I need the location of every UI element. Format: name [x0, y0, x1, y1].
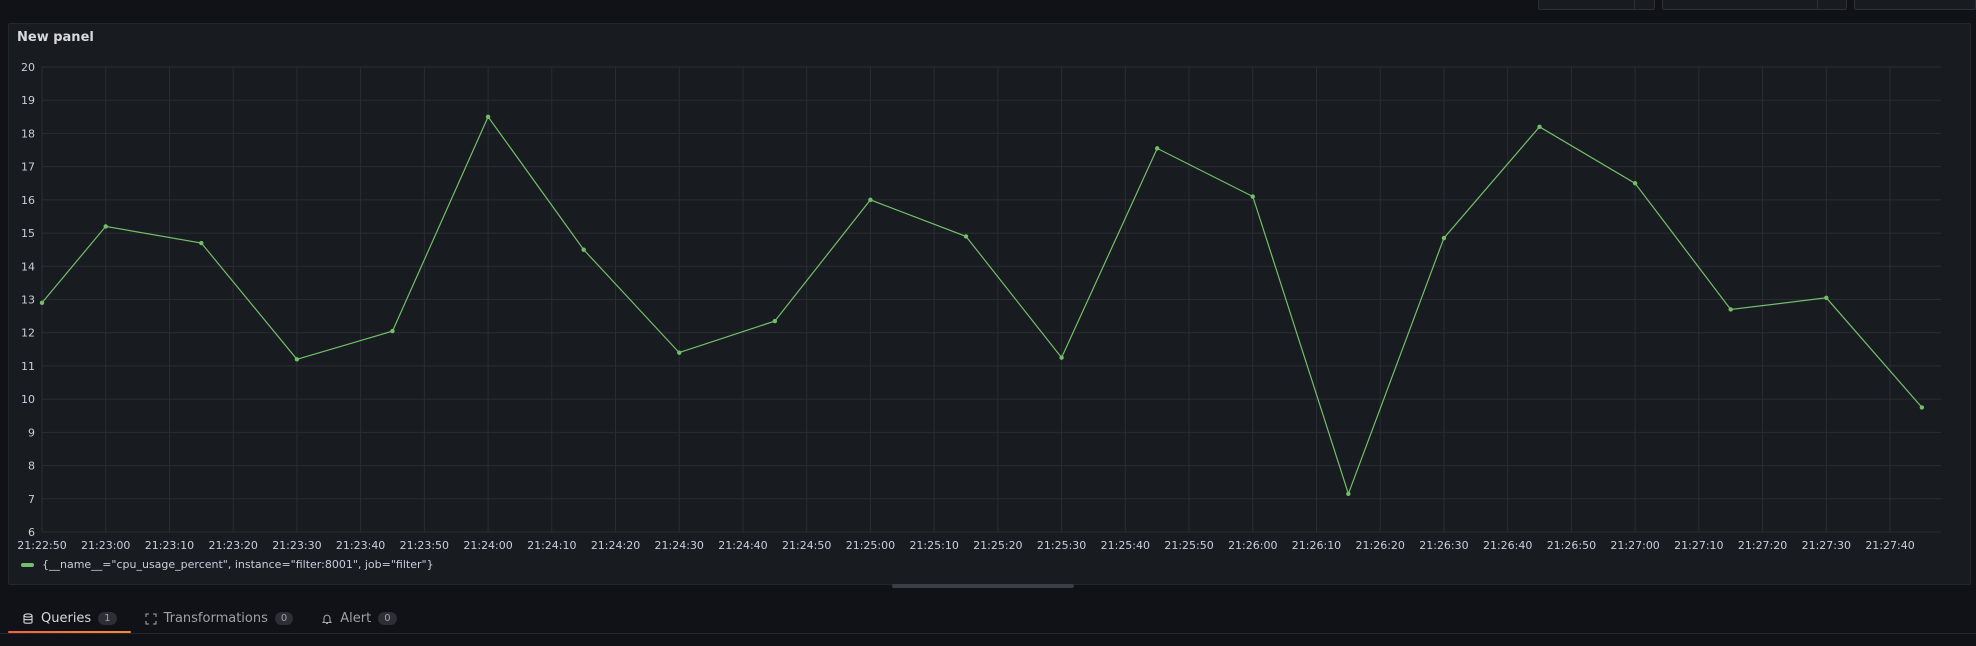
y-tick-label: 14 [21, 260, 35, 273]
y-tick-label: 16 [21, 194, 35, 207]
x-tick-label: 21:26:00 [1228, 539, 1277, 552]
data-point [1824, 295, 1829, 301]
tabs-divider [0, 633, 1976, 634]
x-tick-label: 21:25:20 [973, 539, 1022, 552]
tab-queries[interactable]: Queries 1 [8, 604, 131, 633]
panel-resize-handle[interactable] [892, 584, 1074, 588]
x-tick-label: 21:25:40 [1101, 539, 1150, 552]
x-tick-label: 21:27:10 [1674, 539, 1723, 552]
x-tick-label: 21:25:30 [1037, 539, 1086, 552]
toolbar-dropdown[interactable] [1662, 0, 1847, 10]
x-tick-label: 21:22:50 [17, 539, 66, 552]
data-point [390, 328, 395, 334]
graph-panel: New panel 6 7 8 9 10 11 12 13 14 15 16 17 18 19 20 21:2… [8, 23, 1971, 585]
x-tick-label: 21:26:10 [1292, 539, 1341, 552]
tab-transformations-label: Transformations [163, 611, 268, 626]
data-point [868, 197, 873, 203]
x-tick-label: 21:23:40 [336, 539, 385, 552]
x-tick-label: 21:24:50 [782, 539, 831, 552]
top-toolbar [0, 0, 1976, 10]
data-point [294, 357, 300, 362]
y-tick-label: 11 [21, 360, 35, 373]
y-tick-label: 17 [21, 161, 35, 174]
data-point [1919, 405, 1925, 410]
toolbar-button[interactable] [1854, 0, 1976, 10]
legend: {__name__="cpu_usage_percent", instance=… [21, 558, 434, 571]
data-point [485, 114, 491, 120]
transform-icon [145, 612, 157, 625]
time-series-chart: 6 7 8 9 10 11 12 13 14 15 16 17 18 19 20 21:22:50 21:23:… [17, 61, 1941, 552]
data-point [963, 234, 969, 239]
data-point [1441, 235, 1447, 241]
data-point [1154, 146, 1160, 151]
data-point [677, 350, 682, 355]
x-tick-label: 21:23:00 [81, 539, 130, 552]
x-tick-label: 21:24:30 [655, 539, 704, 552]
x-tick-label: 21:24:40 [718, 539, 767, 552]
tab-transformations[interactable]: Transformations 0 [131, 604, 308, 633]
y-tick-label: 18 [21, 127, 35, 140]
data-point [199, 240, 204, 246]
y-tick-label: 13 [21, 294, 35, 307]
tab-alert[interactable]: Alert 0 [307, 604, 410, 633]
database-icon [23, 612, 33, 624]
x-tick-label: 21:27:00 [1610, 539, 1659, 552]
x-tick-label: 21:24:10 [527, 539, 576, 552]
x-tick-label: 21:27:20 [1738, 539, 1787, 552]
y-tick-label: 8 [28, 460, 35, 473]
data-point [772, 318, 778, 324]
tab-queries-count: 1 [98, 612, 117, 625]
x-tick-label: 21:27:30 [1802, 539, 1851, 552]
x-tick-label: 21:23:50 [400, 539, 449, 552]
x-tick-label: 21:23:30 [272, 539, 321, 552]
toolbar-control[interactable] [1538, 0, 1655, 10]
x-tick-label: 21:26:40 [1483, 539, 1532, 552]
x-tick-label: 21:24:20 [591, 539, 640, 552]
y-tick-label: 10 [21, 393, 35, 406]
x-tick-label: 21:26:50 [1547, 539, 1596, 552]
y-tick-label: 7 [28, 493, 35, 506]
x-tick-label: 21:25:00 [846, 539, 895, 552]
x-tick-label: 21:26:20 [1356, 539, 1405, 552]
editor-tabs: Queries 1 Transformations 0 Alert 0 [8, 604, 411, 634]
y-tick-label: 20 [21, 61, 35, 74]
data-point [1059, 355, 1064, 360]
data-point [39, 300, 45, 306]
tab-transformations-count: 0 [274, 612, 294, 625]
legend-series-label[interactable]: {__name__="cpu_usage_percent", instance=… [42, 558, 434, 571]
y-tick-label: 12 [21, 327, 35, 340]
bell-icon [321, 614, 333, 624]
series-line [41, 115, 1923, 496]
tab-alert-label: Alert [340, 611, 372, 626]
data-point [103, 224, 108, 229]
data-point [1632, 181, 1638, 186]
data-point [1250, 194, 1255, 199]
x-tick-label: 21:25:50 [1164, 539, 1213, 552]
data-point [1346, 491, 1351, 497]
tab-alert-count: 0 [378, 612, 397, 625]
x-tick-label: 21:26:30 [1419, 539, 1468, 552]
y-tick-label: 19 [21, 94, 35, 107]
data-point [1728, 307, 1733, 312]
x-tick-label: 21:23:20 [208, 539, 257, 552]
x-tick-label: 21:25:10 [909, 539, 958, 552]
x-tick-label: 21:24:00 [463, 539, 512, 552]
data-point [581, 247, 586, 252]
legend-color-swatch[interactable] [21, 562, 34, 567]
x-tick-label: 21:23:10 [145, 539, 194, 552]
tab-queries-label: Queries [41, 611, 92, 626]
x-tick-label: 21:27:40 [1865, 539, 1914, 552]
y-tick-label: 6 [28, 526, 35, 539]
y-tick-label: 9 [28, 426, 35, 439]
panel-title[interactable]: New panel [17, 30, 94, 45]
data-point [1537, 124, 1542, 129]
y-tick-label: 15 [21, 227, 35, 240]
